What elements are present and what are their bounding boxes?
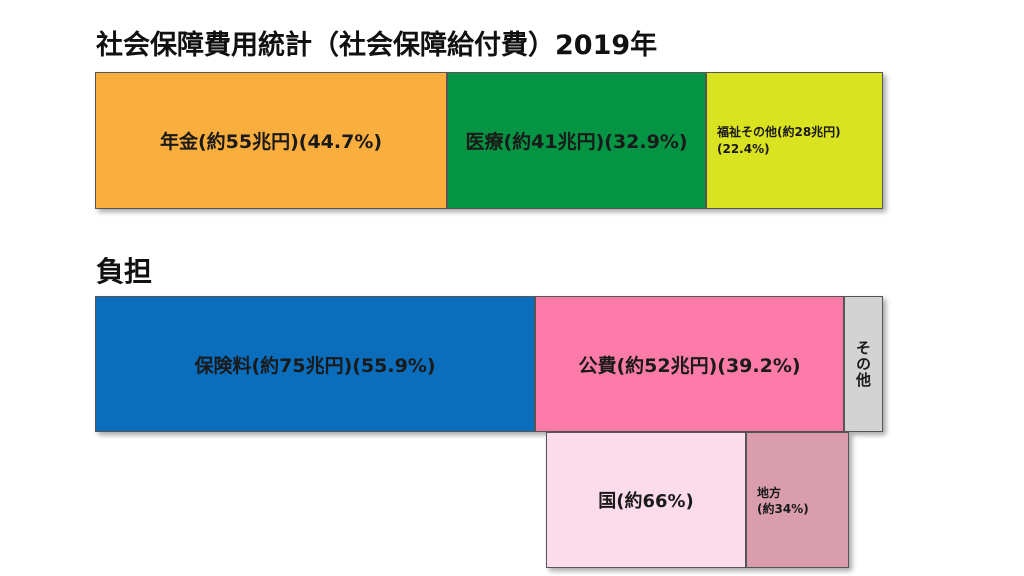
public-segment-label-0: 国(約66%) bbox=[598, 491, 694, 512]
burden-segment-label-1: 公費(約52兆円)(39.2%) bbox=[578, 354, 801, 377]
chart-title: 社会保障費用統計（社会保障給付費）2019年 bbox=[96, 30, 658, 61]
burden-segment-0: 保険料(約75兆円)(55.9%) bbox=[95, 296, 535, 432]
public-segment-label-1: 地方 (約34%) bbox=[757, 486, 809, 517]
benefit-segment-label-2: 福祉その他(約28兆円) (22.4%) bbox=[717, 125, 841, 156]
burden-segment-2: その他 bbox=[844, 296, 883, 432]
benefit-segment-2: 福祉その他(約28兆円) (22.4%) bbox=[706, 72, 883, 209]
public-segment-1: 地方 (約34%) bbox=[746, 432, 849, 568]
burden-segment-label-0: 保険料(約75兆円)(55.9%) bbox=[194, 354, 436, 377]
burden-segment-label-2: その他 bbox=[854, 340, 872, 388]
burden-title: 負担 bbox=[96, 255, 153, 288]
benefits-bar: 年金(約55兆円)(44.7%) 医療(約41兆円)(32.9%) 福祉その他(約2… bbox=[95, 72, 883, 209]
public-breakdown-bar: 国(約66%) 地方 (約34%) bbox=[546, 432, 849, 568]
benefit-segment-1: 医療(約41兆円)(32.9%) bbox=[447, 72, 706, 209]
burden-segment-1: 公費(約52兆円)(39.2%) bbox=[535, 296, 844, 432]
benefit-segment-label-1: 医療(約41兆円)(32.9%) bbox=[465, 131, 688, 153]
public-segment-0: 国(約66%) bbox=[546, 432, 746, 568]
benefit-segment-0: 年金(約55兆円)(44.7%) bbox=[95, 72, 447, 209]
burden-bar: 保険料(約75兆円)(55.9%) 公費(約52兆円)(39.2%) その他 bbox=[95, 296, 883, 432]
benefit-segment-label-0: 年金(約55兆円)(44.7%) bbox=[159, 131, 383, 153]
